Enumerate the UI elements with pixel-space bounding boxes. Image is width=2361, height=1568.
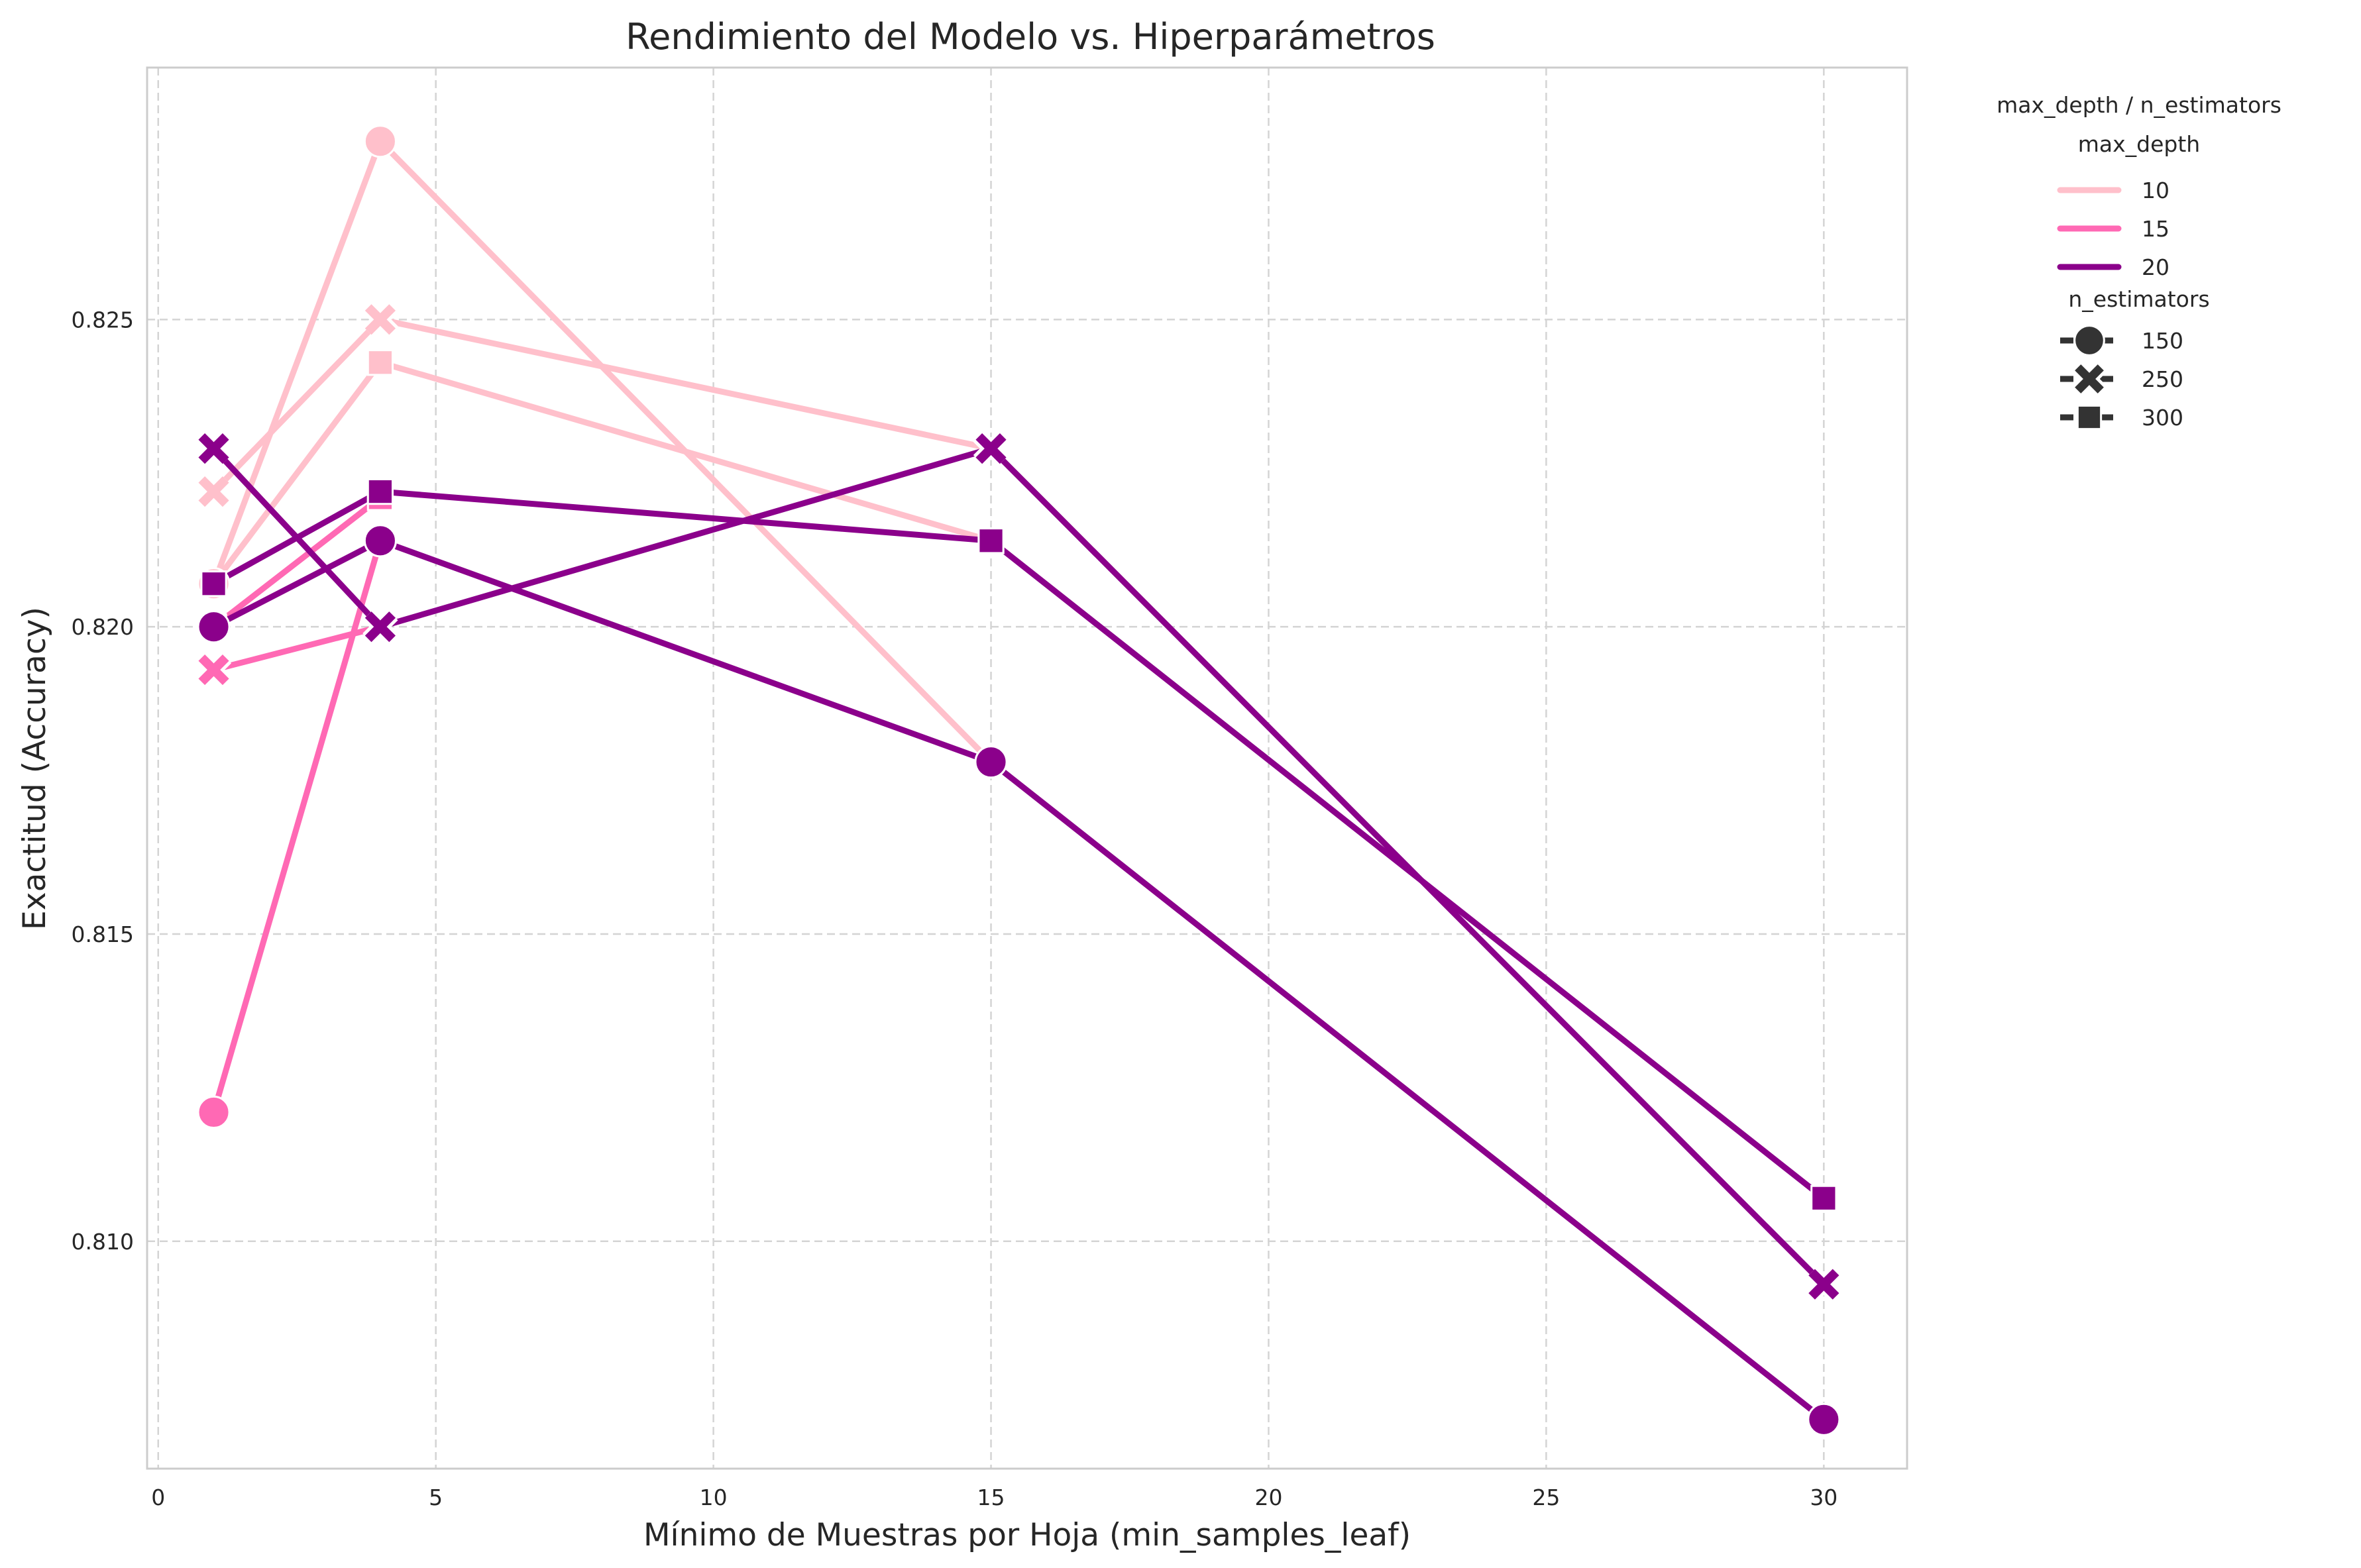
legend-label-300: 300 <box>2142 405 2183 431</box>
series-depth15-est300-line <box>211 494 384 630</box>
series-depth10-est250-point-stroke <box>364 304 396 335</box>
series-markers <box>195 125 1841 1436</box>
x-axis-ticks: 0 5 10 15 20 25 30 <box>151 1485 1838 1510</box>
y-tick-label: 0.815 <box>72 921 134 947</box>
series-depth20-est300-point <box>1810 1184 1838 1212</box>
x-tick-label: 15 <box>977 1485 1005 1510</box>
series-depth20-est300-point <box>977 527 1005 554</box>
legend-style-title: n_estimators <box>2068 286 2209 312</box>
series-depth20-est250-point <box>1806 1267 1841 1302</box>
y-tick-label: 0.820 <box>72 614 134 640</box>
series-depth20-est300-line <box>211 488 1827 1202</box>
series-depth15-est150-point <box>197 1095 231 1129</box>
series-depth10-est250-point <box>195 474 232 509</box>
legend-label-10: 10 <box>2142 178 2169 203</box>
series-depth10-est250-point-stroke <box>198 476 229 507</box>
x-tick-label: 0 <box>151 1485 165 1510</box>
plot-frame <box>146 66 1908 1470</box>
series-depth20-est150-line <box>211 537 1827 1423</box>
legend: max_depth / n_estimators max_depth n_est… <box>1997 92 2281 431</box>
legend-marker-250 <box>2072 362 2107 396</box>
y-tick-label: 0.810 <box>72 1229 134 1255</box>
series-depth20-est250-point-stroke <box>1808 1269 1839 1300</box>
x-tick-label: 10 <box>700 1485 728 1510</box>
series-depth20-est150-point <box>974 745 1008 779</box>
legend-hue-entries: 10 15 20 <box>2057 178 2169 280</box>
series-depth15-est250-line <box>211 623 384 673</box>
series-depth20-est250-point <box>362 609 398 645</box>
legend-label-150: 150 <box>2142 328 2183 354</box>
legend-marker-150 <box>2073 325 2105 356</box>
series-depth20-est150-point <box>363 524 397 558</box>
series-depth20-est250-point-stroke <box>364 611 396 643</box>
series-depth20-est250-point-stroke <box>198 433 229 464</box>
series-depth15-est250-point-stroke <box>198 654 229 686</box>
legend-label-15: 15 <box>2142 216 2169 242</box>
series-depth20-est150-point <box>197 610 231 644</box>
legend-hue-title: max_depth <box>2078 131 2200 157</box>
y-axis-label: Exactitud (Accuracy) <box>17 607 53 930</box>
x-tick-label: 25 <box>1532 1485 1560 1510</box>
series-depth10-est250-point <box>362 301 398 337</box>
legend-style-entries: 150 250 300 <box>2060 325 2183 431</box>
x-tick-label: 20 <box>1254 1485 1282 1510</box>
y-tick-label: 0.825 <box>72 307 134 333</box>
x-tick-label: 5 <box>429 1485 443 1510</box>
chart-title: Rendimiento del Modelo vs. Hiperparámetr… <box>626 16 1435 58</box>
legend-title: max_depth / n_estimators <box>1997 92 2281 118</box>
series-depth10-est300-point <box>366 349 394 376</box>
grid <box>147 68 1907 1469</box>
legend-marker-300 <box>2076 404 2103 431</box>
y-axis-ticks: 0.810 0.815 0.820 0.825 <box>72 307 134 1254</box>
series-depth20-est250-point-stroke <box>975 433 1007 464</box>
x-axis-label: Mínimo de Muestras por Hoja (min_samples… <box>643 1517 1411 1553</box>
series-depth20-est150-point <box>1807 1402 1841 1436</box>
legend-label-250: 250 <box>2142 366 2183 392</box>
series-depth20-est250-point <box>195 431 232 466</box>
series-depth20-est300-point <box>200 570 227 598</box>
legend-marker-250-stroke <box>2075 364 2104 393</box>
series-depth15-est250-point <box>195 652 232 688</box>
series-depth10-est150-point <box>363 125 397 158</box>
series-depth20-est300-point <box>366 478 394 505</box>
legend-label-20: 20 <box>2142 254 2169 280</box>
x-tick-label: 30 <box>1810 1485 1838 1510</box>
series-depth20-est250-point <box>973 431 1009 466</box>
